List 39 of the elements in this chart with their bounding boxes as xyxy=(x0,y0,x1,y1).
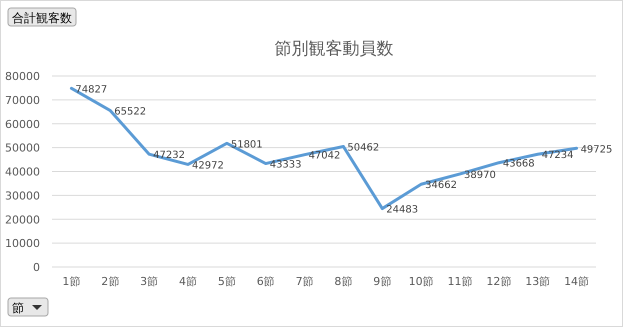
x-tick-label: 7節 xyxy=(296,275,314,288)
x-tick-label: 9節 xyxy=(373,275,392,288)
x-tick-label: 1節 xyxy=(62,275,80,288)
x-tick-label: 4節 xyxy=(179,275,197,288)
data-label: 47234 xyxy=(542,150,574,162)
x-tick-label: 6節 xyxy=(256,275,275,288)
y-tick-label: 70000 xyxy=(5,94,40,107)
y-tick-label: 60000 xyxy=(5,118,40,131)
data-label: 65522 xyxy=(114,106,146,118)
data-label: 51801 xyxy=(230,139,263,150)
x-tick-label: 2節 xyxy=(101,275,120,288)
x-tick-label: 10節 xyxy=(408,275,434,288)
y-tick-label: 20000 xyxy=(5,213,40,226)
x-tick-label: 11節 xyxy=(448,275,472,288)
chart-title: 節別観客動員数 xyxy=(274,39,394,59)
x-tick-label: 8節 xyxy=(334,275,352,288)
data-label: 24483 xyxy=(386,204,418,216)
x-tick-label: 14節 xyxy=(564,275,590,288)
data-label: 42972 xyxy=(192,160,224,172)
text: 合計観客数 xyxy=(12,11,72,25)
y-tick-label: 50000 xyxy=(5,142,40,155)
y-tick-label: 0 xyxy=(33,261,40,274)
y-tick-label: 40000 xyxy=(5,166,40,178)
data-label: 43668 xyxy=(502,158,535,170)
data-label: 47042 xyxy=(308,150,340,162)
y-tick-label: 80000 xyxy=(5,70,40,83)
data-label: 34662 xyxy=(425,180,457,192)
data-label: 49725 xyxy=(580,144,612,156)
x-tick-label: 5節 xyxy=(218,275,236,288)
data-label: 50462 xyxy=(347,142,380,154)
data-label: 38970 xyxy=(464,170,496,181)
x-tick-label: 3節 xyxy=(140,275,158,288)
y-tick-label: 10000 xyxy=(5,237,40,250)
data-label: 74827 xyxy=(75,84,108,96)
x-axis-title: 節 xyxy=(12,301,24,315)
y-tick-label: 30000 xyxy=(5,189,40,202)
x-tick-label: 12節 xyxy=(486,275,512,288)
data-label: 43333 xyxy=(270,160,302,171)
x-tick-label: 13節 xyxy=(525,275,550,288)
